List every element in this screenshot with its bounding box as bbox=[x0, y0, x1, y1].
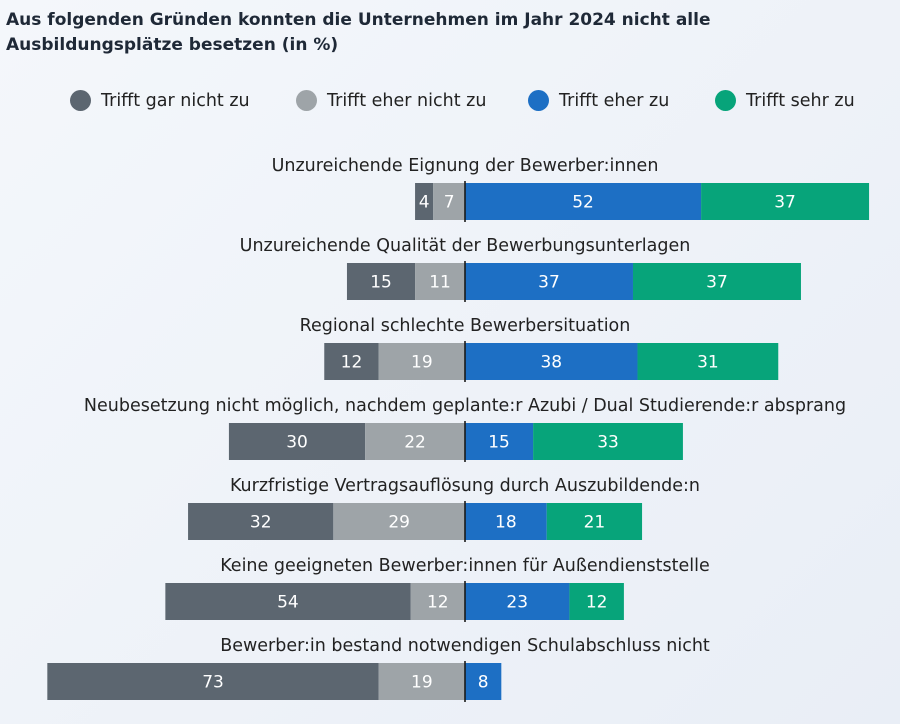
bar-segment-trifft-gar-nicht-zu bbox=[47, 663, 379, 700]
bar-segment-trifft-sehr-zu bbox=[637, 343, 779, 380]
data-label: 52 bbox=[572, 193, 594, 213]
data-label: 23 bbox=[506, 593, 528, 613]
data-label: 31 bbox=[697, 353, 719, 373]
data-label: 19 bbox=[411, 673, 433, 693]
legend-swatch bbox=[528, 90, 549, 111]
bar-segment-trifft-gar-nicht-zu bbox=[415, 183, 434, 220]
legend-swatch bbox=[715, 90, 736, 111]
bar-segment-trifft-sehr-zu bbox=[701, 183, 870, 220]
category-label: Unzureichende Qualität der Bewerbungsunt… bbox=[240, 236, 691, 256]
legend-label: Trifft gar nicht zu bbox=[101, 90, 250, 111]
data-label: 32 bbox=[250, 513, 272, 533]
data-label: 37 bbox=[706, 273, 728, 293]
legend-item-trifft-eher-zu: Trifft eher zu bbox=[528, 90, 669, 111]
chart-title: Aus folgenden Gründen konnten die Untern… bbox=[6, 10, 711, 55]
legend-swatch bbox=[70, 90, 91, 111]
bar-segment-trifft-eher-zu bbox=[465, 183, 702, 220]
data-label: 30 bbox=[286, 433, 308, 453]
data-label: 21 bbox=[584, 513, 606, 533]
bar-segment-trifft-eher-nicht-zu bbox=[415, 263, 465, 300]
data-label: 22 bbox=[404, 433, 426, 453]
data-label: 37 bbox=[538, 273, 560, 293]
legend-swatch bbox=[296, 90, 317, 111]
bar-segment-trifft-gar-nicht-zu bbox=[188, 503, 334, 540]
bar-segment-trifft-gar-nicht-zu bbox=[324, 343, 379, 380]
bar-segment-trifft-eher-nicht-zu bbox=[378, 663, 465, 700]
data-label: 54 bbox=[277, 593, 299, 613]
bar-segment-trifft-sehr-zu bbox=[533, 423, 683, 460]
legend-label: Trifft eher nicht zu bbox=[327, 90, 487, 111]
data-label: 4 bbox=[419, 193, 430, 213]
legend-item-trifft-eher-nicht-zu: Trifft eher nicht zu bbox=[296, 90, 486, 111]
legend-item-trifft-gar-nicht-zu: Trifft gar nicht zu bbox=[70, 90, 250, 111]
data-label: 15 bbox=[370, 273, 392, 293]
bar-segment-trifft-eher-zu bbox=[465, 663, 502, 700]
data-label: 8 bbox=[478, 673, 489, 693]
bar-segment-trifft-sehr-zu bbox=[632, 263, 801, 300]
data-label: 7 bbox=[444, 193, 455, 213]
category-label: Neubesetzung nicht möglich, nachdem gepl… bbox=[84, 396, 846, 416]
legend-label: Trifft sehr zu bbox=[746, 90, 855, 111]
data-label: 73 bbox=[202, 673, 224, 693]
category-label: Keine geeigneten Bewerber:innen für Auße… bbox=[220, 556, 710, 576]
bar-segment-trifft-eher-zu bbox=[465, 423, 534, 460]
data-label: 12 bbox=[341, 353, 363, 373]
bar-segment-trifft-gar-nicht-zu bbox=[346, 263, 416, 300]
bar-segment-trifft-gar-nicht-zu bbox=[228, 423, 366, 460]
bar-segment-trifft-eher-nicht-zu bbox=[378, 343, 465, 380]
bar-segment-trifft-gar-nicht-zu bbox=[165, 583, 411, 620]
bar-segment-trifft-eher-zu bbox=[465, 503, 547, 540]
data-label: 11 bbox=[429, 273, 451, 293]
data-label: 18 bbox=[495, 513, 517, 533]
data-label: 19 bbox=[411, 353, 433, 373]
bar-segment-trifft-eher-nicht-zu bbox=[365, 423, 465, 460]
bar-segment-trifft-eher-zu bbox=[465, 583, 570, 620]
legend-item-trifft-sehr-zu: Trifft sehr zu bbox=[715, 90, 855, 111]
bar-segment-trifft-eher-nicht-zu bbox=[333, 503, 465, 540]
bar-segment-trifft-sehr-zu bbox=[569, 583, 624, 620]
data-label: 38 bbox=[540, 353, 562, 373]
data-label: 33 bbox=[597, 433, 619, 453]
data-label: 29 bbox=[388, 513, 410, 533]
bar-segment-trifft-eher-zu bbox=[465, 263, 633, 300]
data-label: 12 bbox=[427, 593, 449, 613]
category-label: Unzureichende Eignung der Bewerber:innen bbox=[272, 156, 659, 176]
category-label: Bewerber:in bestand notwendigen Schulabs… bbox=[220, 636, 710, 656]
category-label: Kurzfristige Vertragsauflösung durch Aus… bbox=[230, 476, 700, 496]
data-label: 12 bbox=[586, 593, 608, 613]
bar-segment-trifft-eher-nicht-zu bbox=[410, 583, 465, 620]
bar-segment-trifft-sehr-zu bbox=[546, 503, 643, 540]
data-label: 15 bbox=[488, 433, 510, 453]
legend-label: Trifft eher zu bbox=[559, 90, 670, 111]
category-label: Regional schlechte Bewerbersituation bbox=[300, 316, 631, 336]
bar-segment-trifft-eher-nicht-zu bbox=[433, 183, 465, 220]
bar-segment-trifft-eher-zu bbox=[465, 343, 638, 380]
data-label: 37 bbox=[774, 193, 796, 213]
